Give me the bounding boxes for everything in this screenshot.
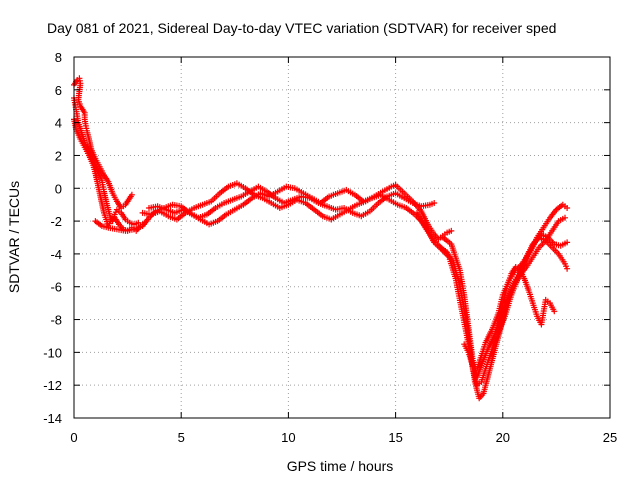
x-tick-label: 25 <box>603 430 617 445</box>
x-tick-label: 0 <box>70 430 77 445</box>
series-track-e <box>139 180 455 243</box>
data-point <box>562 214 568 221</box>
y-axis-label: SDTVAR / TECUs <box>6 181 22 293</box>
y-tick-label: -12 <box>43 378 62 393</box>
y-tick-label: -6 <box>50 280 62 295</box>
y-tick-label: -14 <box>43 411 62 426</box>
x-tick-label: 10 <box>281 430 295 445</box>
series-track-i <box>461 231 571 372</box>
data-point <box>551 308 558 315</box>
plot-frame <box>73 56 611 419</box>
data-point <box>431 200 438 206</box>
y-tick-label: 0 <box>55 181 62 196</box>
y-tick-label: 6 <box>55 83 62 98</box>
y-tick-label: -8 <box>50 313 62 328</box>
data-point <box>564 205 571 211</box>
series-track-j <box>491 264 558 339</box>
y-tick-label: -10 <box>43 345 62 360</box>
series-track-a <box>71 75 135 211</box>
data-point <box>448 227 455 234</box>
y-tick-label: -4 <box>50 247 62 262</box>
data-point <box>128 191 135 198</box>
x-axis-label: GPS time / hours <box>287 458 394 474</box>
x-tick-label: 20 <box>496 430 510 445</box>
data-marks <box>71 75 571 402</box>
grid <box>74 57 610 418</box>
y-tick-label: 2 <box>55 148 62 163</box>
data-point <box>564 239 571 246</box>
y-tick-label: 4 <box>55 116 62 131</box>
x-tick-label: 15 <box>388 430 402 445</box>
axis-ticks: 0 5 10 15 20 25 -14 -12 -10 -8 -6 -4 -2 0 2 4 6 8 <box>43 50 617 445</box>
x-tick-label: 5 <box>178 430 185 445</box>
chart-title: Day 081 of 2021, Sidereal Day-to-day VTE… <box>47 20 556 36</box>
y-tick-label: 8 <box>55 50 62 65</box>
data-point <box>564 265 571 272</box>
y-tick-label: -2 <box>50 214 62 229</box>
series-track-b <box>71 95 142 228</box>
